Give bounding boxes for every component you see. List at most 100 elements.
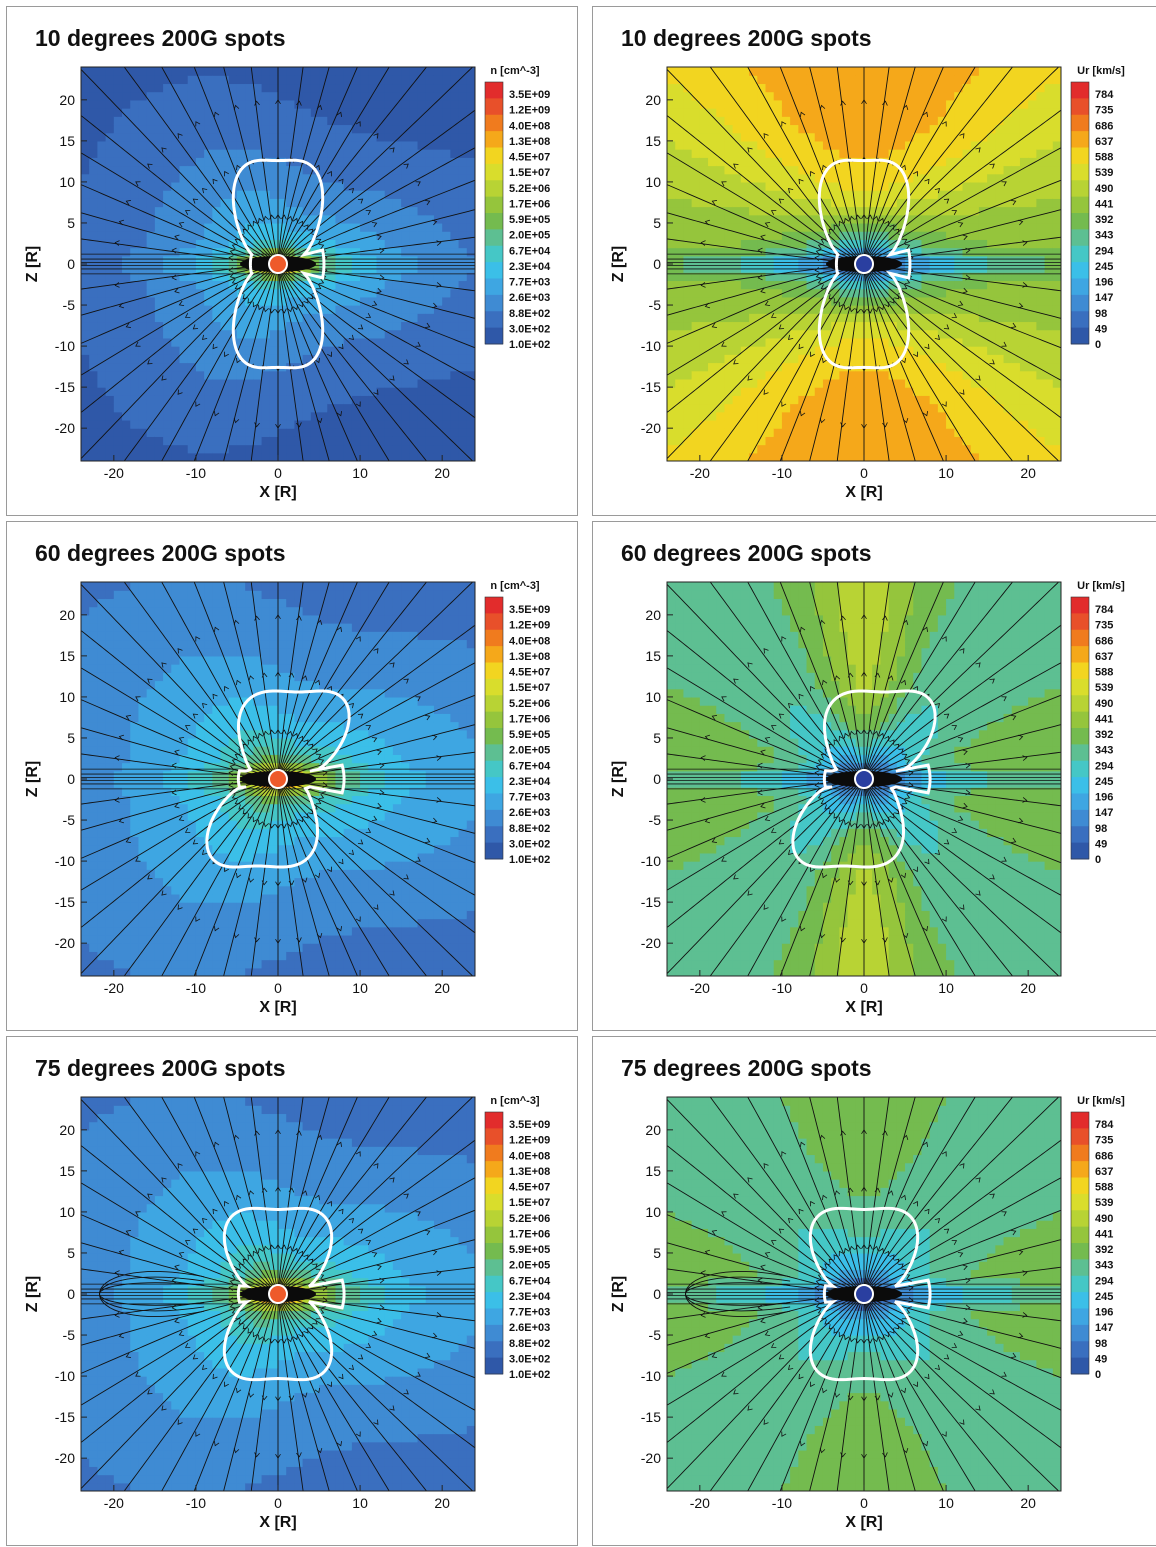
colorbar-segment [485,295,503,312]
colorbar-label: 98 [1095,308,1107,320]
y-tick-label: -15 [641,1409,661,1425]
x-tick-label: 20 [434,1495,450,1511]
colorbar-label: 441 [1095,1228,1113,1240]
colorbar-label: 1.5E+07 [509,682,550,694]
y-tick-label: 20 [59,607,75,623]
y-axis-label: Z [R] [610,1276,627,1312]
chart-title: 60 degrees 200G spots [35,540,286,567]
y-tick-label: 5 [67,1245,75,1261]
colorbar-segment [485,311,503,328]
colorbar-label: 2.0E+05 [509,1260,550,1272]
colorbar-label: 1.0E+02 [509,1369,550,1381]
colorbar-segment [1071,613,1089,630]
y-tick-label: 0 [653,771,661,787]
colorbar-label: 3.5E+09 [509,1119,550,1131]
colorbar-label: 7.7E+03 [509,277,550,289]
x-axis-label: X [R] [259,484,296,501]
colorbar-label: 5.9E+05 [509,214,550,226]
colorbar-label: 98 [1095,823,1107,835]
colorbar-label: 539 [1095,682,1113,694]
colorbar-label: 4.0E+08 [509,120,550,132]
colorbar-label: 294 [1095,760,1114,772]
chart-title: 60 degrees 200G spots [621,540,872,567]
colorbar-label: 735 [1095,105,1113,117]
colorbar-label: 3.5E+09 [509,604,550,616]
colorbar-label: 6.7E+04 [509,1275,551,1287]
colorbar-segment [1071,1210,1089,1227]
x-axis-label: X [R] [845,1514,882,1531]
x-tick-label: -10 [772,1495,792,1511]
colorbar-label: 147 [1095,1322,1113,1334]
y-tick-label: -20 [641,420,661,436]
star-marker [269,770,287,788]
colorbar-segment [1071,295,1089,312]
colorbar-label: 343 [1095,230,1113,242]
x-tick-label: 0 [860,1495,868,1511]
colorbar-segment [485,663,503,680]
colorbar-label: 1.0E+02 [509,339,550,351]
colorbar-label: 637 [1095,1166,1113,1178]
y-tick-label: 20 [645,92,661,108]
colorbar-segment [1071,695,1089,712]
colorbar-label: 49 [1095,1353,1107,1365]
y-axis-label: Z [R] [24,761,41,797]
colorbar-segment [1071,1243,1089,1260]
chart-title: 75 degrees 200G spots [35,1055,286,1082]
y-tick-label: -10 [641,853,661,869]
colorbar-title: Ur [km/s] [1077,1095,1125,1107]
x-tick-label: 20 [434,465,450,481]
y-tick-label: 5 [653,215,661,231]
y-axis-label: Z [R] [610,761,627,797]
colorbar-label: 1.2E+09 [509,1135,550,1147]
y-tick-label: 10 [59,174,75,190]
colorbar-label: 735 [1095,1135,1113,1147]
x-tick-label: 0 [860,980,868,996]
colorbar-label: 5.2E+06 [509,698,550,710]
colorbar-label: 343 [1095,745,1113,757]
colorbar-label: 3.5E+09 [509,89,550,101]
y-tick-label: 0 [653,1286,661,1302]
star-marker [855,255,873,273]
colorbar-label: 98 [1095,1338,1107,1350]
colorbar-label: 539 [1095,1197,1113,1209]
colorbar-segment [1071,1161,1089,1178]
colorbar-label: 5.2E+06 [509,183,550,195]
colorbar-segment [1071,115,1089,132]
colorbar-label: 245 [1095,261,1113,273]
colorbar-segment [485,164,503,181]
colorbar-segment [1071,761,1089,778]
y-tick-label: -5 [63,1327,76,1343]
colorbar-segment [485,810,503,827]
colorbar-label: 1.5E+07 [509,167,550,179]
colorbar-label: 4.0E+08 [509,635,550,647]
colorbar-segment [1071,279,1089,296]
y-tick-label: 10 [59,689,75,705]
y-tick-label: -5 [649,812,662,828]
colorbar-label: 49 [1095,323,1107,335]
y-tick-label: 15 [59,133,75,149]
y-tick-label: 15 [645,133,661,149]
colorbar-segment [1071,1292,1089,1309]
colorbar-label: 588 [1095,1182,1113,1194]
star-marker [855,770,873,788]
colorbar-segment [1071,131,1089,148]
colorbar-label: 490 [1095,183,1113,195]
y-tick-label: 15 [59,648,75,664]
colorbar-segment [1071,663,1089,680]
y-tick-label: 20 [59,92,75,108]
colorbar-label: 1.3E+08 [509,136,550,148]
colorbar-segment [1071,311,1089,328]
colorbar-segment [485,115,503,132]
colorbar-segment [485,843,503,860]
colorbar-segment [1071,744,1089,761]
x-tick-label: 0 [274,465,282,481]
colorbar-label: 4.0E+08 [509,1150,550,1162]
colorbar-label: 3.0E+02 [509,1353,550,1365]
colorbar-segment [1071,826,1089,843]
colorbar-label: 245 [1095,776,1113,788]
colorbar-label: 686 [1095,635,1113,647]
colorbar-segment [485,1112,503,1129]
colorbar-segment [485,597,503,614]
colorbar-segment [485,1194,503,1211]
